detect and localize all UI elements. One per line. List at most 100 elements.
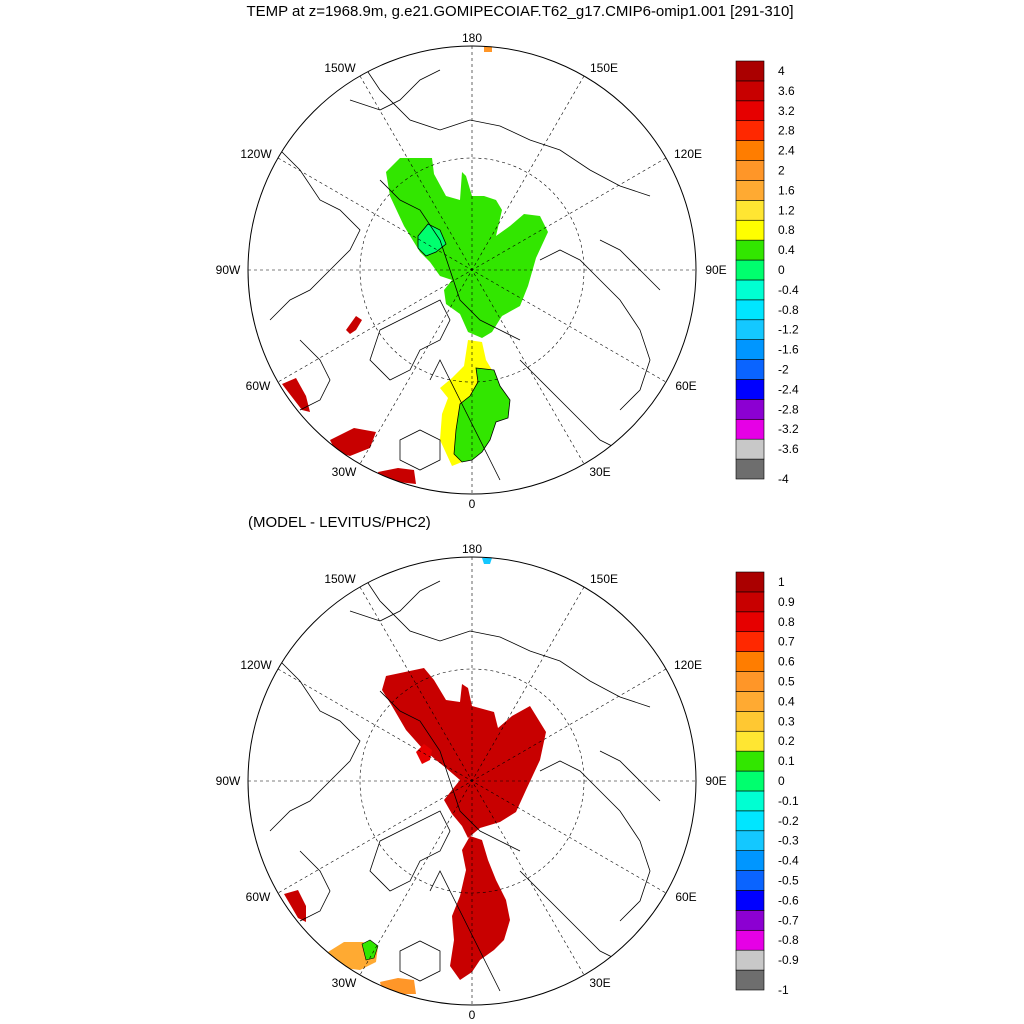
colorbar-box xyxy=(735,379,765,400)
colorbar-box xyxy=(735,790,765,812)
colorbar-label: 0.8 xyxy=(778,615,795,629)
lon-label-180: 180 xyxy=(462,542,482,556)
colorbar-label: 0.9 xyxy=(778,595,795,609)
lon-label-150e: 150E xyxy=(590,572,618,586)
colorbar-label: 0.5 xyxy=(778,675,795,689)
data-fills-top xyxy=(282,46,548,484)
map-border-top xyxy=(247,45,697,495)
colorbar-box xyxy=(735,160,765,181)
lon-label-180: 180 xyxy=(462,31,482,45)
colorbar-box xyxy=(735,711,765,732)
fill-darkred-norway-bottom xyxy=(450,836,510,980)
colorbar-box xyxy=(735,830,765,851)
colorbar-label: 0.3 xyxy=(778,714,795,728)
fill-red-patch-bottom xyxy=(416,744,432,764)
colorbar-label: 0.1 xyxy=(778,754,795,768)
colorbar-box xyxy=(735,239,765,261)
colorbar-label: -0.4 xyxy=(778,283,799,297)
lon-label-120w: 120W xyxy=(240,147,272,161)
colorbar-box xyxy=(735,929,765,951)
lon-label-0: 0 xyxy=(469,1008,476,1022)
colorbar-label: -3.6 xyxy=(778,442,799,456)
fill-green-norway-top xyxy=(453,367,511,463)
colorbar-box xyxy=(735,571,765,593)
fill-cyan-bering-bottom xyxy=(482,558,492,564)
lon-labels-bottom: 180 150W 150E 120W 120E 90W 90E 60W 60E … xyxy=(216,542,727,1022)
coastlines-bottom xyxy=(269,570,661,992)
figure-title: TEMP at z=1968.9m, g.e21.GOMIPECOIAF.T62… xyxy=(246,3,793,20)
colorbar-label: -2.4 xyxy=(778,382,799,396)
fill-darkred-arctic-bottom xyxy=(382,668,546,838)
colorbar-label: 2.8 xyxy=(778,124,795,138)
colorbar-label: -0.4 xyxy=(778,854,799,868)
colorbar-label: 0.7 xyxy=(778,635,795,649)
map-border-bottom xyxy=(247,556,697,1006)
colorbar-box xyxy=(735,910,765,931)
colorbar-label: 0 xyxy=(778,774,785,788)
lon-label-120w: 120W xyxy=(240,658,272,672)
colorbar-label: -0.6 xyxy=(778,893,799,907)
colorbar-label: 0.6 xyxy=(778,655,795,669)
lon-label-30w: 30W xyxy=(332,465,357,479)
lon-label-60e: 60E xyxy=(675,379,696,393)
colorbar-label: -4 xyxy=(778,472,789,486)
panel-subtitle: (MODEL - LEVITUS/PHC2) xyxy=(248,514,431,531)
graticule-top xyxy=(248,46,696,494)
colorbar-bottom: -1 -0.9 -0.8 -0.7 -0.6 -0.5 -0.4 -0.3 -0.2 -0.1 0 0… xyxy=(735,571,799,997)
lon-label-120e: 120E xyxy=(674,147,702,161)
colorbar-label: 1.6 xyxy=(778,183,795,197)
colorbar-box xyxy=(735,611,765,633)
colorbar-label: -0.9 xyxy=(778,953,799,967)
colorbar-label: 0.2 xyxy=(778,734,795,748)
colorbar-box xyxy=(735,870,765,891)
lon-label-90e: 90E xyxy=(705,263,726,277)
colorbar-label: -0.1 xyxy=(778,794,799,808)
colorbar-box xyxy=(735,418,765,440)
colorbar-box xyxy=(735,120,765,141)
colorbar-box xyxy=(735,219,765,241)
colorbar-box xyxy=(735,279,765,301)
colorbar-box xyxy=(735,339,765,360)
lon-label-60w: 60W xyxy=(246,379,271,393)
fill-darkred-baffin-top xyxy=(346,316,362,334)
colorbar-label: 1.2 xyxy=(778,203,795,217)
lon-label-90e: 90E xyxy=(705,774,726,788)
colorbar-box xyxy=(735,810,765,832)
colorbar-box xyxy=(735,691,765,712)
fill-darkred-irminger-top xyxy=(330,428,376,456)
fill-green-arctic-top xyxy=(386,158,548,338)
colorbar-label: -0.5 xyxy=(778,874,799,888)
colorbar-box xyxy=(735,651,765,672)
colorbar-box xyxy=(735,850,765,871)
coastlines-top xyxy=(269,59,661,481)
lon-label-60e: 60E xyxy=(675,890,696,904)
colorbar-box xyxy=(735,631,765,652)
graticule-bottom xyxy=(248,557,696,1005)
lon-label-90w: 90W xyxy=(216,774,241,788)
lon-label-90w: 90W xyxy=(216,263,241,277)
colorbar-box xyxy=(735,60,765,82)
colorbar-box xyxy=(735,750,765,772)
colorbar-label: -2 xyxy=(778,363,789,377)
colorbar-box xyxy=(735,770,765,792)
lon-labels-top: 180 150W 150E 120W 120E 90W 90E 60W 60E … xyxy=(216,31,727,511)
colorbar-top: -4 -3.6 -3.2 -2.8 -2.4 -2 -1.6 -1.2 -0.8 -0.4 0 0.4… xyxy=(735,60,799,486)
colorbar-box xyxy=(735,730,765,752)
colorbar-box xyxy=(735,949,765,971)
colorbar-box xyxy=(735,969,765,991)
colorbar-label: -0.2 xyxy=(778,814,799,828)
colorbar-label: 3.2 xyxy=(778,104,795,118)
colorbar-label: -1.2 xyxy=(778,323,799,337)
colorbar-label: 3.6 xyxy=(778,84,795,98)
lon-label-150w: 150W xyxy=(324,572,356,586)
lon-label-150e: 150E xyxy=(590,61,618,75)
fill-green-irminger-bottom xyxy=(361,939,379,961)
colorbar-box xyxy=(735,890,765,911)
colorbar-label: 4 xyxy=(778,64,785,78)
colorbar-box xyxy=(735,438,765,460)
colorbar-label: -0.8 xyxy=(778,303,799,317)
colorbar-box xyxy=(735,200,765,221)
colorbar-label: -1.6 xyxy=(778,343,799,357)
colorbar-label: 0.4 xyxy=(778,694,795,708)
